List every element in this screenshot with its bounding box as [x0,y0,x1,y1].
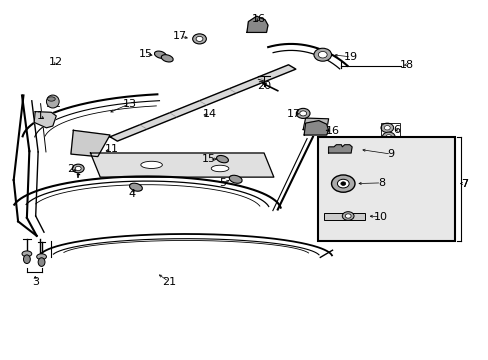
Ellipse shape [72,164,84,173]
Text: 3: 3 [32,276,39,287]
Ellipse shape [318,51,326,58]
Text: 13: 13 [122,99,136,109]
Text: 15: 15 [202,154,216,164]
Ellipse shape [296,108,309,118]
Ellipse shape [37,254,46,260]
Ellipse shape [229,175,242,183]
Ellipse shape [331,175,354,192]
Text: 15: 15 [139,49,152,59]
Ellipse shape [38,258,45,266]
Text: 7: 7 [460,179,467,189]
Ellipse shape [385,135,391,139]
Text: 14: 14 [203,109,217,120]
Text: 18: 18 [399,60,413,70]
Ellipse shape [313,48,331,61]
Polygon shape [71,130,110,157]
Text: 8: 8 [377,178,384,188]
Polygon shape [304,121,328,135]
Ellipse shape [382,132,394,141]
Ellipse shape [129,183,142,191]
Ellipse shape [47,97,55,101]
Ellipse shape [23,255,30,264]
Ellipse shape [196,36,203,41]
Bar [323,213,365,220]
Polygon shape [246,16,267,32]
Text: 7: 7 [460,179,467,189]
Text: 16: 16 [252,14,265,24]
Ellipse shape [211,165,228,172]
Ellipse shape [192,34,206,44]
Polygon shape [34,112,56,128]
Bar [381,123,399,140]
Text: 12: 12 [49,57,63,67]
Text: 19: 19 [344,52,357,62]
Ellipse shape [380,123,393,132]
Text: 6: 6 [393,125,400,135]
Ellipse shape [384,126,389,130]
Text: 17: 17 [286,109,300,120]
Text: 1: 1 [37,111,43,121]
Polygon shape [90,153,273,177]
Ellipse shape [342,212,353,220]
Ellipse shape [154,51,166,58]
Text: 9: 9 [387,149,394,159]
Polygon shape [328,145,351,153]
Text: 17: 17 [173,31,186,41]
Text: 10: 10 [373,212,386,222]
Text: 5: 5 [219,178,225,188]
Ellipse shape [22,251,32,257]
Ellipse shape [141,161,162,168]
Text: 21: 21 [162,276,175,287]
Text: 4: 4 [128,189,135,199]
Polygon shape [303,118,328,130]
Ellipse shape [216,156,228,163]
Ellipse shape [46,95,59,108]
Text: 2: 2 [67,164,74,174]
Ellipse shape [345,214,350,218]
Ellipse shape [337,179,348,188]
Ellipse shape [161,55,173,62]
Polygon shape [110,65,295,141]
Text: 20: 20 [257,81,270,91]
Bar [317,137,454,241]
Ellipse shape [75,166,81,171]
Ellipse shape [299,111,306,116]
Text: 11: 11 [104,144,118,154]
Ellipse shape [340,182,345,185]
Text: 16: 16 [325,126,339,136]
